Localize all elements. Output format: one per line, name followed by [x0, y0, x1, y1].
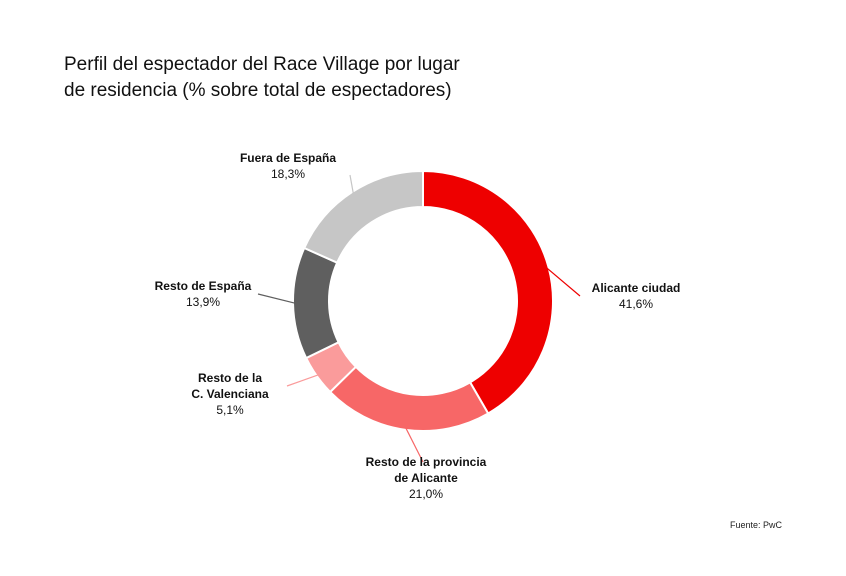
leader-line-resto-de-espana	[257, 293, 296, 304]
slice-label-resto-de-la-provincia-de-alicante: Resto de la provincia de Alicante 21,0%	[366, 455, 487, 501]
source-note: Fuente: PwC	[729, 520, 782, 530]
slice-label-resto-de-la-c-valenciana: Resto de la C. Valenciana 5,1%	[191, 371, 269, 417]
chart-title: Perfil del espectador del Race Village p…	[64, 52, 534, 104]
slice-value-label: 41,6%	[619, 297, 653, 311]
slice-fuera-de-espana	[302, 169, 424, 265]
slice-resto-de-la-provincia-de-alicante	[328, 365, 490, 432]
slice-label-alicante-ciudad: Alicante ciudad 41,6%	[592, 281, 681, 311]
slice-labels: Alicante ciudad 41,6% Resto de la provinci…	[155, 151, 681, 501]
slice-name-line: de Alicante	[394, 471, 458, 485]
slice-label-fuera-de-espana: Fuera de España 18,3%	[240, 151, 336, 181]
slice-name-line: Resto de España	[155, 279, 252, 293]
slice-name-line: Fuera de España	[240, 151, 336, 165]
chart-title-line-1: Perfil del espectador del Race Village p…	[64, 54, 460, 75]
slice-value-label: 18,3%	[271, 167, 305, 181]
chart-title-line-2: de residencia (% sobre total de espectad…	[64, 80, 452, 101]
slice-value-label: 5,1%	[216, 403, 244, 417]
slice-value-label: 13,9%	[186, 295, 220, 309]
slice-label-resto-de-espana: Resto de España 13,9%	[155, 279, 252, 309]
leader-lines	[257, 174, 581, 463]
slice-name-line: Resto de la provincia	[366, 455, 487, 469]
slice-alicante-ciudad	[422, 169, 554, 415]
slice-name-line: C. Valenciana	[191, 387, 269, 401]
slice-name-line: Resto de la	[198, 371, 262, 385]
leader-line-alicante-ciudad	[546, 267, 581, 297]
slice-resto-de-espana	[292, 246, 340, 360]
leader-line-fuera-de-espana	[349, 174, 354, 194]
donut-slices	[292, 169, 554, 432]
slice-value-label: 21,0%	[409, 487, 443, 501]
leader-line-resto-de-la-c-valenciana	[286, 374, 319, 387]
leader-line-resto-de-la-provincia-de-alicante	[405, 427, 424, 463]
slice-name-line: Alicante ciudad	[592, 281, 681, 295]
